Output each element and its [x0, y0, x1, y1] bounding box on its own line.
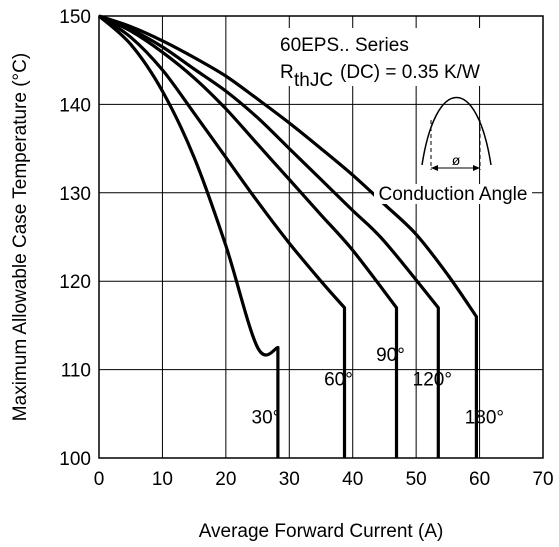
series-line [98, 14, 440, 458]
y-tick-label: 140 [59, 95, 91, 116]
y-axis-title: Maximum Allowable Case Temperature (°C) [10, 53, 31, 421]
series-label: 60° [324, 370, 353, 391]
y-tick-label: 120 [59, 272, 91, 293]
y-tick-label: 150 [59, 7, 91, 28]
half-sine-wave [421, 97, 492, 166]
series-line [98, 14, 347, 458]
series-line [98, 14, 399, 458]
series-name-label: 60EPS.. Series [280, 35, 409, 56]
y-tick-label: 130 [59, 184, 91, 205]
rth-subscript: thJC [294, 70, 333, 91]
x-axis-title: Average Forward Current (A) [199, 521, 444, 542]
annotation-box: 60EPS.. Series R thJC (DC) = 0.35 K/W [274, 28, 534, 91]
x-tick-label: 60 [469, 469, 490, 490]
phi-symbol: ø [452, 152, 461, 168]
series-label: 120° [413, 370, 452, 391]
conduction-angle-sketch: ø Conduction Angle [374, 97, 532, 205]
curves [97, 14, 478, 458]
x-tick-label: 50 [406, 469, 427, 490]
arrow-left-icon [431, 165, 438, 171]
conduction-angle-label: Conduction Angle [379, 184, 528, 205]
y-tick-label: 110 [61, 361, 91, 382]
rth-symbol: R [280, 62, 294, 83]
x-tick-label: 20 [215, 469, 236, 490]
arrow-right-icon [473, 165, 480, 171]
plot-frame [98, 15, 544, 459]
series-labels: 30° 60° 90° 120° 180° [252, 345, 505, 429]
series-label: 180° [465, 408, 504, 429]
series-line [97, 14, 280, 458]
x-tick-label: 40 [342, 469, 363, 490]
series-label: 90° [376, 345, 405, 366]
x-tick-label: 30 [279, 469, 300, 490]
x-tick-label: 0 [94, 469, 105, 490]
rth-value: (DC) = 0.35 K/W [340, 62, 480, 83]
y-tick-label: 100 [59, 449, 91, 470]
tick-labels: 0 10 20 30 40 50 60 70 100 110 120 130 140 150 [59, 7, 553, 490]
x-tick-label: 70 [532, 469, 553, 490]
series-line [98, 14, 478, 458]
series-label: 30° [252, 408, 281, 429]
x-tick-label: 10 [152, 469, 173, 490]
